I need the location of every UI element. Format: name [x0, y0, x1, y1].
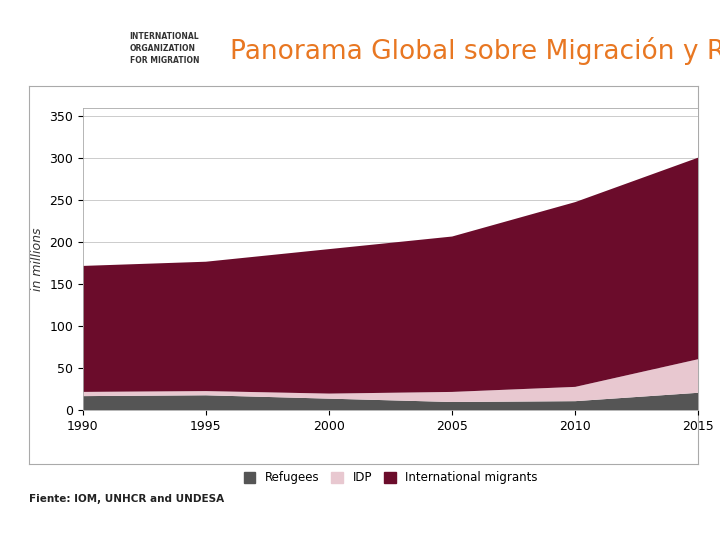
Text: Fiente: IOM, UNHCR and UNDESA: Fiente: IOM, UNHCR and UNDESA: [29, 494, 224, 504]
Y-axis label: in millions: in millions: [31, 227, 44, 291]
Legend: Refugees, IDP, International migrants: Refugees, IDP, International migrants: [239, 467, 542, 489]
Text: INTERNATIONAL
ORGANIZATION
FOR MIGRATION: INTERNATIONAL ORGANIZATION FOR MIGRATION: [130, 32, 199, 65]
Text: Panorama Global sobre Migración y Retorno: Panorama Global sobre Migración y Retorn…: [230, 37, 720, 65]
